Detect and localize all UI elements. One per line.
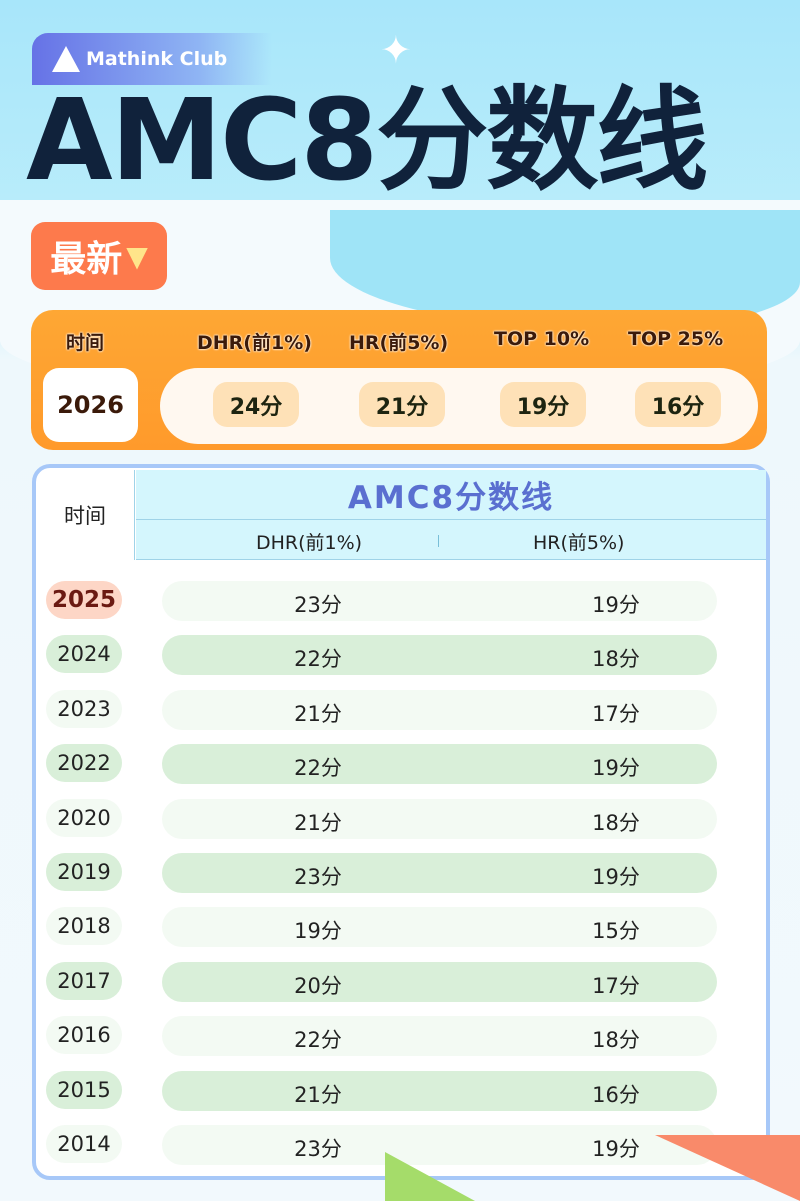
row-hr: 17分 — [592, 973, 640, 998]
col-header-hr: HR(前5%) — [533, 532, 625, 554]
brand-logo: Mathink Club — [32, 33, 272, 85]
row-scores: 21分 17分 — [162, 689, 717, 730]
table-row: 2020 21分 18分 — [0, 798, 800, 839]
row-scores: 21分 16分 — [162, 1070, 717, 1111]
col-header-dhr: DHR(前1%) — [256, 532, 363, 554]
table-row: 2023 21分 17分 — [0, 689, 800, 730]
row-year: 2014 — [46, 1125, 122, 1163]
row-year: 2017 — [46, 961, 122, 1000]
paper-plane-green — [385, 1152, 475, 1201]
row-scores: 23分 19分 — [162, 853, 717, 893]
row-dhr: 23分 — [294, 865, 342, 889]
row-year: 2025 — [46, 581, 122, 619]
row-dhr: 21分 — [294, 701, 342, 726]
row-scores: 20分 17分 — [162, 961, 717, 1002]
row-year: 2016 — [46, 1016, 122, 1055]
latest-col-hr: HR(前5%) — [349, 332, 449, 354]
row-hr: 17分 — [592, 701, 640, 726]
row-scores: 22分 19分 — [162, 744, 717, 785]
row-hr: 19分 — [592, 756, 640, 781]
page-title: AMC8分数线 — [26, 76, 708, 206]
latest-score-top25: 16分 — [635, 382, 721, 427]
table-row: 2016 22分 18分 — [0, 1016, 800, 1057]
latest-badge-label: 最新 — [50, 239, 123, 280]
row-dhr: 22分 — [294, 647, 342, 672]
row-hr: 19分 — [592, 1137, 640, 1161]
row-dhr: 22分 — [294, 756, 342, 781]
row-year: 2015 — [46, 1070, 122, 1109]
row-scores: 19分 15分 — [162, 907, 717, 948]
table-row: 2024 22分 18分 — [0, 635, 800, 676]
row-dhr: 22分 — [294, 1028, 342, 1053]
table-time-header: 时间 — [36, 470, 135, 560]
row-dhr: 20分 — [294, 973, 342, 998]
row-year: 2018 — [46, 907, 122, 946]
latest-col-dhr: DHR(前1%) — [197, 332, 312, 354]
row-year: 2022 — [46, 744, 122, 783]
latest-score-dhr: 24分 — [213, 382, 299, 427]
latest-badge: 最新 ▼ — [31, 222, 167, 290]
table-title: AMC8分数线 — [136, 470, 766, 520]
row-scores: 22分 18分 — [162, 1016, 717, 1057]
row-hr: 18分 — [592, 810, 640, 835]
latest-score-top10: 19分 — [500, 382, 586, 427]
row-dhr: 19分 — [294, 919, 342, 944]
row-scores: 22分 18分 — [162, 635, 717, 676]
row-hr: 16分 — [592, 1082, 640, 1107]
row-hr: 15分 — [592, 919, 640, 944]
row-scores: 21分 18分 — [162, 798, 717, 839]
table-column-headers: DHR(前1%) HR(前5%) — [136, 520, 766, 560]
sparkle-icon: ✦ — [380, 28, 412, 72]
table-row: 2018 19分 15分 — [0, 907, 800, 948]
latest-score-hr: 21分 — [359, 382, 445, 427]
logo-mark-icon — [52, 46, 80, 72]
row-year: 2019 — [46, 853, 122, 891]
latest-col-top25: TOP 25% — [628, 328, 724, 350]
brand-name: Mathink Club — [86, 48, 228, 70]
row-hr: 19分 — [592, 593, 640, 617]
latest-year: 2026 — [43, 368, 138, 442]
table-row: 2022 22分 19分 — [0, 744, 800, 785]
row-hr: 18分 — [592, 1028, 640, 1053]
row-year: 2020 — [46, 798, 122, 837]
row-dhr: 21分 — [294, 1082, 342, 1107]
row-dhr: 23分 — [294, 1137, 342, 1161]
row-dhr: 23分 — [294, 593, 342, 617]
row-hr: 18分 — [592, 647, 640, 672]
paper-plane-orange — [655, 1135, 800, 1201]
table-row: 2025 23分 19分 — [0, 581, 800, 621]
row-hr: 19分 — [592, 865, 640, 889]
row-year: 2024 — [46, 635, 122, 674]
row-dhr: 21分 — [294, 810, 342, 835]
triangle-down-icon: ▼ — [126, 239, 148, 273]
latest-time-label: 时间 — [66, 332, 105, 354]
table-row: 2015 21分 16分 — [0, 1070, 800, 1111]
table-row: 2019 23分 19分 — [0, 853, 800, 893]
table-row: 2017 20分 17分 — [0, 961, 800, 1002]
row-year: 2023 — [46, 689, 122, 728]
column-divider — [438, 535, 439, 547]
latest-col-top10: TOP 10% — [494, 328, 590, 350]
row-scores: 23分 19分 — [162, 581, 717, 621]
